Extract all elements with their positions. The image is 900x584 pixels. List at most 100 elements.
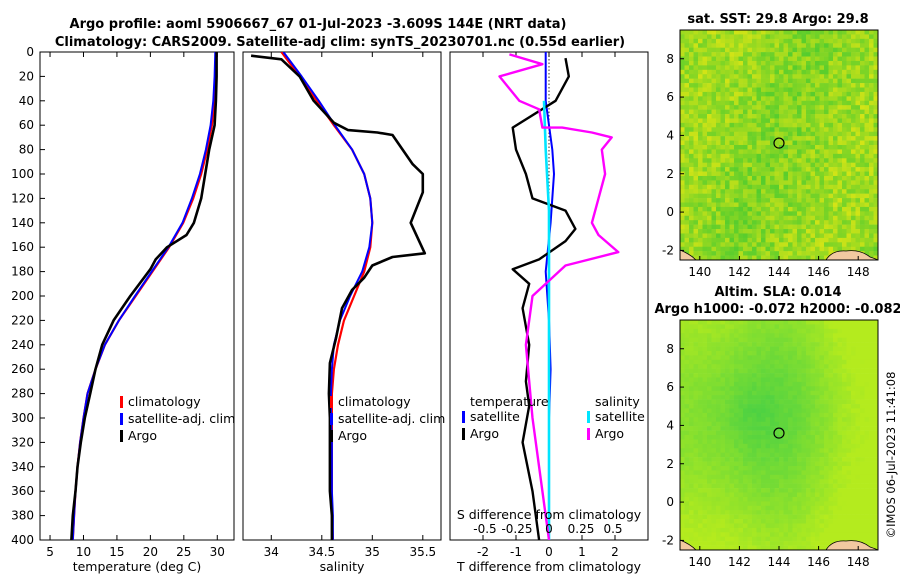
heat-cell: [779, 350, 784, 356]
heat-cell: [846, 167, 852, 172]
heat-cell: [729, 69, 735, 75]
heat-cell: [860, 91, 865, 97]
heat-cell: [680, 34, 685, 40]
heat-cell: [756, 333, 762, 338]
heat-cell: [833, 421, 838, 427]
legend-climatology: climatology: [338, 394, 411, 409]
heat-cell: [761, 541, 766, 546]
heat-cell: [833, 395, 838, 400]
heat-cell: [851, 78, 856, 84]
heat-cell: [792, 140, 798, 146]
heat-cell: [792, 233, 798, 239]
heat-cell: [774, 60, 780, 66]
heat-cell: [819, 43, 825, 48]
heat-cell: [828, 202, 834, 208]
heat-cell: [842, 395, 847, 400]
heat-cell: [729, 184, 735, 190]
heat-cell: [752, 465, 757, 471]
heat-cell: [860, 145, 865, 150]
heat-cell: [702, 320, 708, 325]
heat-cell: [788, 492, 793, 498]
heat-cell: [851, 83, 856, 88]
heat-cell: [792, 465, 798, 471]
heat-cell: [846, 220, 852, 225]
heat-cell: [864, 381, 870, 387]
heat-cell: [720, 211, 726, 217]
heat-cell: [725, 426, 730, 431]
heat-cell: [797, 342, 802, 347]
heat-cell: [837, 328, 843, 334]
heat-cell: [747, 439, 753, 445]
heat-cell: [774, 242, 780, 248]
heat-cell: [707, 69, 712, 75]
heat-cell: [702, 346, 708, 352]
heat-cell: [873, 131, 879, 137]
heat-cell: [774, 43, 780, 48]
heat-cell: [743, 417, 748, 423]
heat-cell: [761, 412, 766, 418]
heat-cell: [702, 202, 708, 208]
heat-cell: [855, 448, 861, 453]
heat-cell: [756, 505, 762, 511]
heat-cell: [860, 324, 865, 330]
heat-cell: [860, 364, 865, 369]
heat-cell: [693, 377, 699, 383]
heat-cell: [828, 211, 834, 217]
heat-cell: [707, 350, 712, 356]
heat-cell: [815, 545, 820, 551]
heat-cell: [837, 479, 843, 484]
heat-cell: [711, 140, 717, 146]
heat-cell: [837, 435, 843, 440]
heat-cell: [734, 149, 739, 155]
heat-cell: [707, 333, 712, 338]
heat-cell: [711, 215, 717, 221]
heat-cell: [716, 202, 721, 208]
heat-cell: [788, 483, 793, 489]
heat-cell: [873, 364, 879, 369]
heat-cell: [756, 211, 762, 217]
heat-cell: [698, 145, 703, 150]
heat-cell: [720, 30, 726, 35]
heat-cell: [792, 145, 798, 150]
heat-cell: [819, 381, 825, 387]
heat-cell: [693, 426, 699, 431]
heat-cell: [842, 78, 847, 84]
heat-cell: [765, 47, 771, 53]
heat-cell: [693, 439, 699, 445]
heat-cell: [702, 488, 708, 493]
heat-cell: [698, 52, 703, 57]
heat-cell: [698, 461, 703, 467]
heat-cell: [810, 105, 816, 110]
heat-cell: [729, 346, 735, 352]
heat-cell: [725, 91, 730, 97]
heat-cell: [761, 342, 766, 347]
heat-cell: [833, 350, 838, 356]
heat-cell: [734, 83, 739, 88]
heat-cell: [707, 198, 712, 203]
heat-cell: [729, 65, 735, 71]
heat-cell: [851, 34, 856, 40]
heat-cell: [698, 114, 703, 119]
heat-cell: [738, 52, 744, 57]
heat-cell: [801, 483, 807, 489]
heat-cell: [869, 215, 874, 221]
heat-cell: [725, 532, 730, 538]
heat-cell: [684, 426, 690, 431]
heat-cell: [729, 118, 735, 124]
heat-cell: [716, 510, 721, 515]
heat-cell: [765, 229, 771, 234]
heat-cell: [765, 430, 771, 436]
heat-cell: [756, 523, 762, 529]
heat-cell: [684, 242, 690, 248]
heat-cell: [734, 193, 739, 199]
heat-cell: [680, 505, 685, 511]
heat-cell: [770, 342, 775, 347]
heat-cell: [815, 87, 820, 93]
heat-cell: [698, 158, 703, 163]
heat-cell: [765, 56, 771, 62]
heat-cell: [698, 65, 703, 71]
heat-cell: [815, 465, 820, 471]
heat-cell: [873, 69, 879, 75]
heat-cell: [819, 220, 825, 225]
ytick-label: 400: [11, 533, 34, 547]
